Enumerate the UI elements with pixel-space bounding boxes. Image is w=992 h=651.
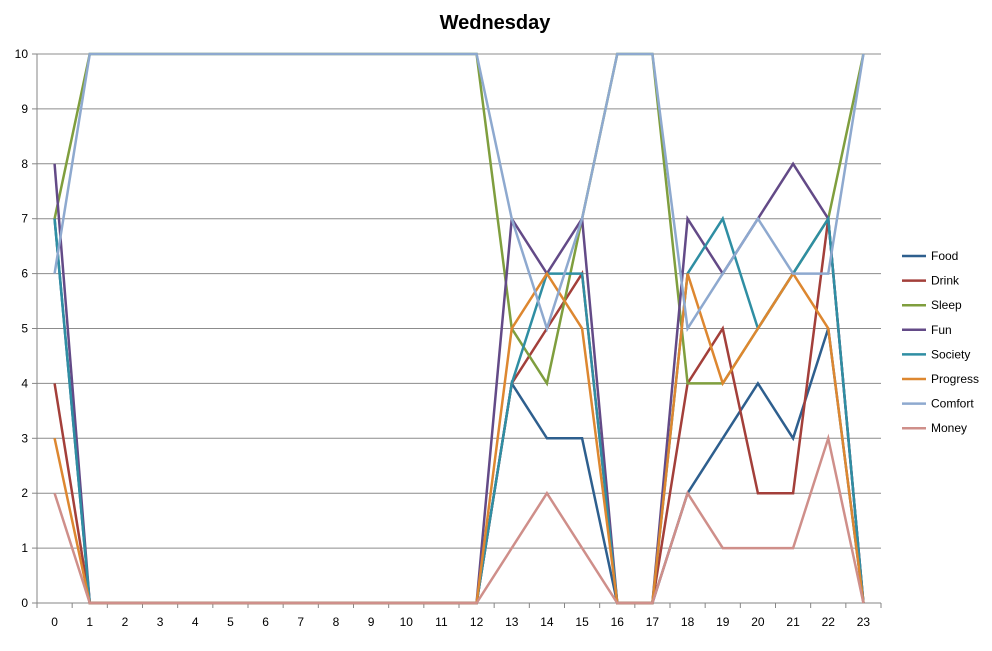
y-tick-label: 0 [21, 596, 28, 610]
x-tick-label: 9 [368, 615, 375, 629]
y-tick-label: 3 [21, 431, 28, 445]
x-tick-label: 16 [611, 615, 625, 629]
x-tick-label: 21 [786, 615, 800, 629]
legend-label: Society [931, 347, 970, 361]
series-layer [53, 52, 865, 605]
legend: Food Drink Sleep Fun Society Progress Comfort M… [902, 249, 979, 435]
legend-item-society: Society [902, 347, 970, 361]
x-tick-label: 20 [751, 615, 765, 629]
x-tick-label: 17 [646, 615, 660, 629]
y-tick-label: 9 [21, 102, 28, 116]
y-tick-label: 6 [21, 267, 28, 281]
grid-layer [37, 53, 881, 604]
legend-item-sleep: Sleep [902, 298, 962, 312]
legend-item-drink: Drink [902, 274, 960, 288]
legend-item-progress: Progress [902, 372, 979, 386]
x-tick-label: 15 [575, 615, 589, 629]
y-tick-label: 8 [21, 157, 28, 171]
x-tick-label: 12 [470, 615, 484, 629]
legend-label: Food [931, 249, 958, 263]
x-tick-label: 7 [297, 615, 304, 629]
legend-label: Progress [931, 372, 979, 386]
legend-label: Sleep [931, 298, 962, 312]
y-tick-label: 1 [21, 541, 28, 555]
y-tick-label: 7 [21, 212, 28, 226]
series-line-money [53, 433, 865, 605]
y-tick-label: 4 [21, 376, 28, 390]
series-line-society [53, 214, 865, 605]
x-tick-label: 13 [505, 615, 519, 629]
x-tick-label: 2 [122, 615, 129, 629]
x-tick-label: 8 [333, 615, 340, 629]
x-tick-label: 0 [51, 615, 58, 629]
y-tick-label: 2 [21, 486, 28, 500]
x-tick-label: 4 [192, 615, 199, 629]
x-tick-label: 10 [400, 615, 414, 629]
legend-item-comfort: Comfort [902, 397, 974, 411]
x-tick-label: 19 [716, 615, 730, 629]
x-tick-label: 22 [822, 615, 836, 629]
x-tick-label: 3 [157, 615, 164, 629]
legend-label: Comfort [931, 397, 974, 411]
legend-label: Money [931, 421, 967, 435]
x-tick-label: 1 [86, 615, 93, 629]
legend-item-food: Food [902, 249, 958, 263]
legend-label: Drink [931, 274, 960, 288]
x-tick-label: 14 [540, 615, 554, 629]
legend-item-fun: Fun [902, 323, 952, 337]
y-tick-label: 5 [21, 322, 28, 336]
chart-title: Wednesday [440, 12, 552, 34]
legend-label: Fun [931, 323, 952, 337]
series-line-comfort [53, 52, 865, 333]
x-tick-label: 23 [857, 615, 871, 629]
x-tick-label: 5 [227, 615, 234, 629]
x-tick-label: 18 [681, 615, 695, 629]
legend-item-money: Money [902, 421, 967, 435]
y-tick-label: 10 [15, 47, 29, 61]
x-tick-label: 11 [435, 615, 448, 629]
x-tick-label: 6 [262, 615, 269, 629]
